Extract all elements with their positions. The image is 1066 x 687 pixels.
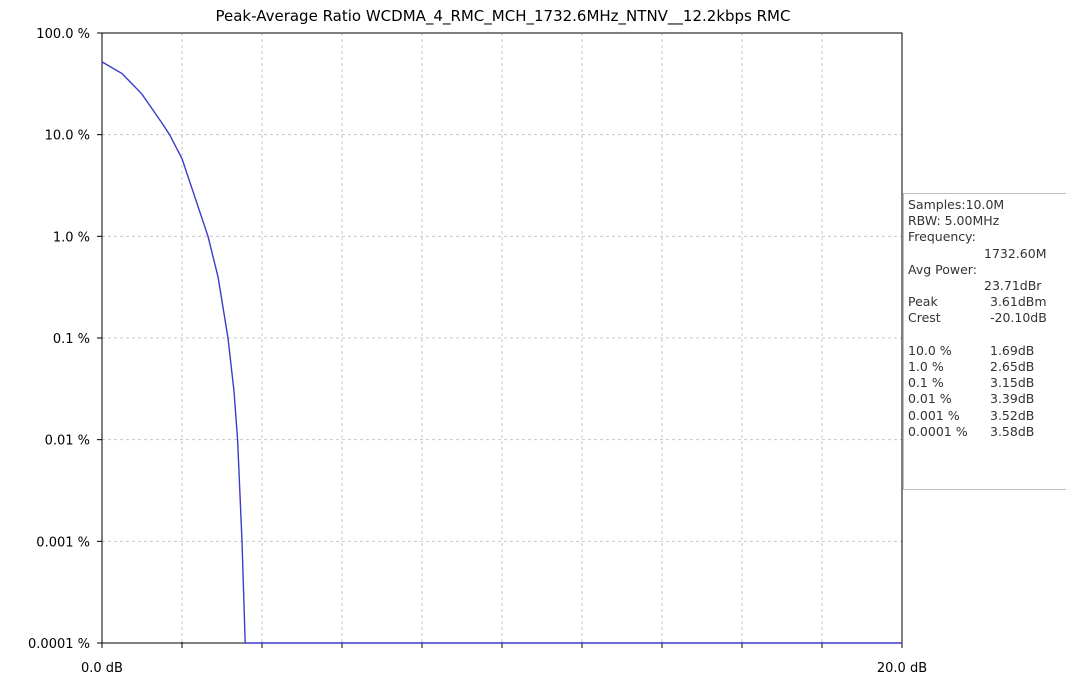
- measurement-info-panel: Samples:10.0M RBW: 5.00MHz Frequency: 1732.…: [903, 193, 1066, 490]
- y-tick-label: 0.001 %: [36, 535, 90, 550]
- series: [101, 61, 902, 644]
- grid: [102, 33, 902, 643]
- y-tick-label: 1.0 %: [53, 230, 90, 245]
- info-value: 3.52dB: [990, 407, 1035, 423]
- y-tick-label: 0.1 %: [53, 332, 90, 347]
- info-label: Frequency:: [908, 229, 976, 245]
- y-tick-label: 10.0 %: [45, 129, 90, 144]
- info-label: RBW: 5.00MHz: [908, 213, 1000, 229]
- info-label: Crest: [908, 310, 941, 326]
- info-label: 0.1 %: [908, 375, 944, 391]
- info-value: 23.71dBr: [984, 278, 1042, 293]
- y-tick-label: 100.0 %: [36, 27, 90, 42]
- info-label: 0.0001 %: [908, 423, 968, 439]
- info-label: Samples:10.0M: [908, 197, 1005, 212]
- x-tick-label: 0.0 dB: [81, 661, 123, 676]
- info-label: 1.0 %: [908, 359, 944, 374]
- chart-title: Peak-Average Ratio WCDMA_4_RMC_MCH_1732.…: [216, 7, 791, 26]
- x-tick-label: 20.0 dB: [877, 661, 927, 676]
- axis-ticks: [97, 32, 903, 648]
- y-tick-label: 0.0001 %: [28, 637, 90, 652]
- y-tick-label: 0.01 %: [45, 434, 90, 449]
- info-label: 0.001 %: [908, 407, 960, 423]
- info-value: -20.10dB: [990, 310, 1047, 326]
- info-label: 0.01 %: [908, 391, 952, 407]
- info-value: 1.69dB: [990, 342, 1035, 358]
- info-value: 3.58dB: [990, 423, 1035, 439]
- info-label: Peak: [908, 294, 938, 310]
- info-value: 1732.60M: [984, 245, 1047, 261]
- info-value: 2.65dB: [990, 359, 1035, 374]
- info-value: 3.15dB: [990, 375, 1035, 391]
- ccdf-series-line: [101, 61, 902, 644]
- info-label: Avg Power:: [908, 261, 977, 277]
- info-label: 10.0 %: [908, 342, 952, 358]
- info-value: 3.39dB: [990, 391, 1035, 407]
- info-value: 3.61dBm: [990, 294, 1047, 310]
- axis-labels: 100.0 % 10.0 % 1.0 % 0.1 % 0.01 % 0.001 % 0.00…: [28, 27, 927, 676]
